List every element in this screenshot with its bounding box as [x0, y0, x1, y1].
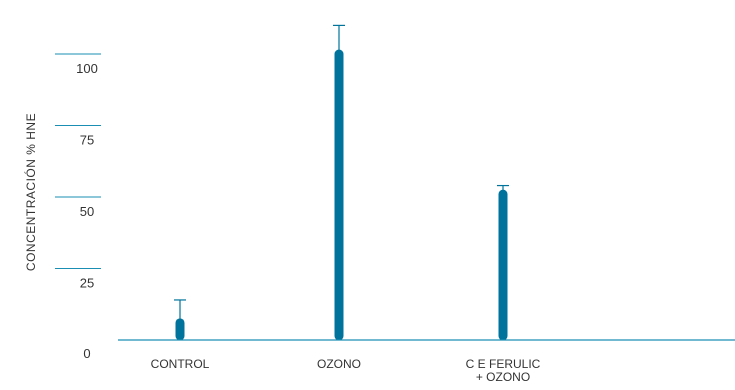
- x-tick-label: CONTROL: [151, 357, 210, 371]
- category-labels: CONTROL OZONO C E FERULIC + OZONO: [151, 357, 541, 384]
- y-tick-label: 100: [76, 61, 98, 76]
- x-tick-label: C E FERULIC + OZONO: [466, 357, 541, 384]
- x-tick-label: OZONO: [317, 357, 361, 371]
- bars: [174, 24, 509, 341]
- y-axis: 0 25 50 75 100: [55, 53, 101, 361]
- y-tick-label: 50: [80, 204, 94, 219]
- y-tick-label: 75: [80, 133, 94, 148]
- y-tick-label: 25: [80, 276, 94, 291]
- y-axis-title: CONCENTRACIÓN % HNE: [23, 113, 38, 271]
- y-tick-label: 0: [83, 346, 90, 361]
